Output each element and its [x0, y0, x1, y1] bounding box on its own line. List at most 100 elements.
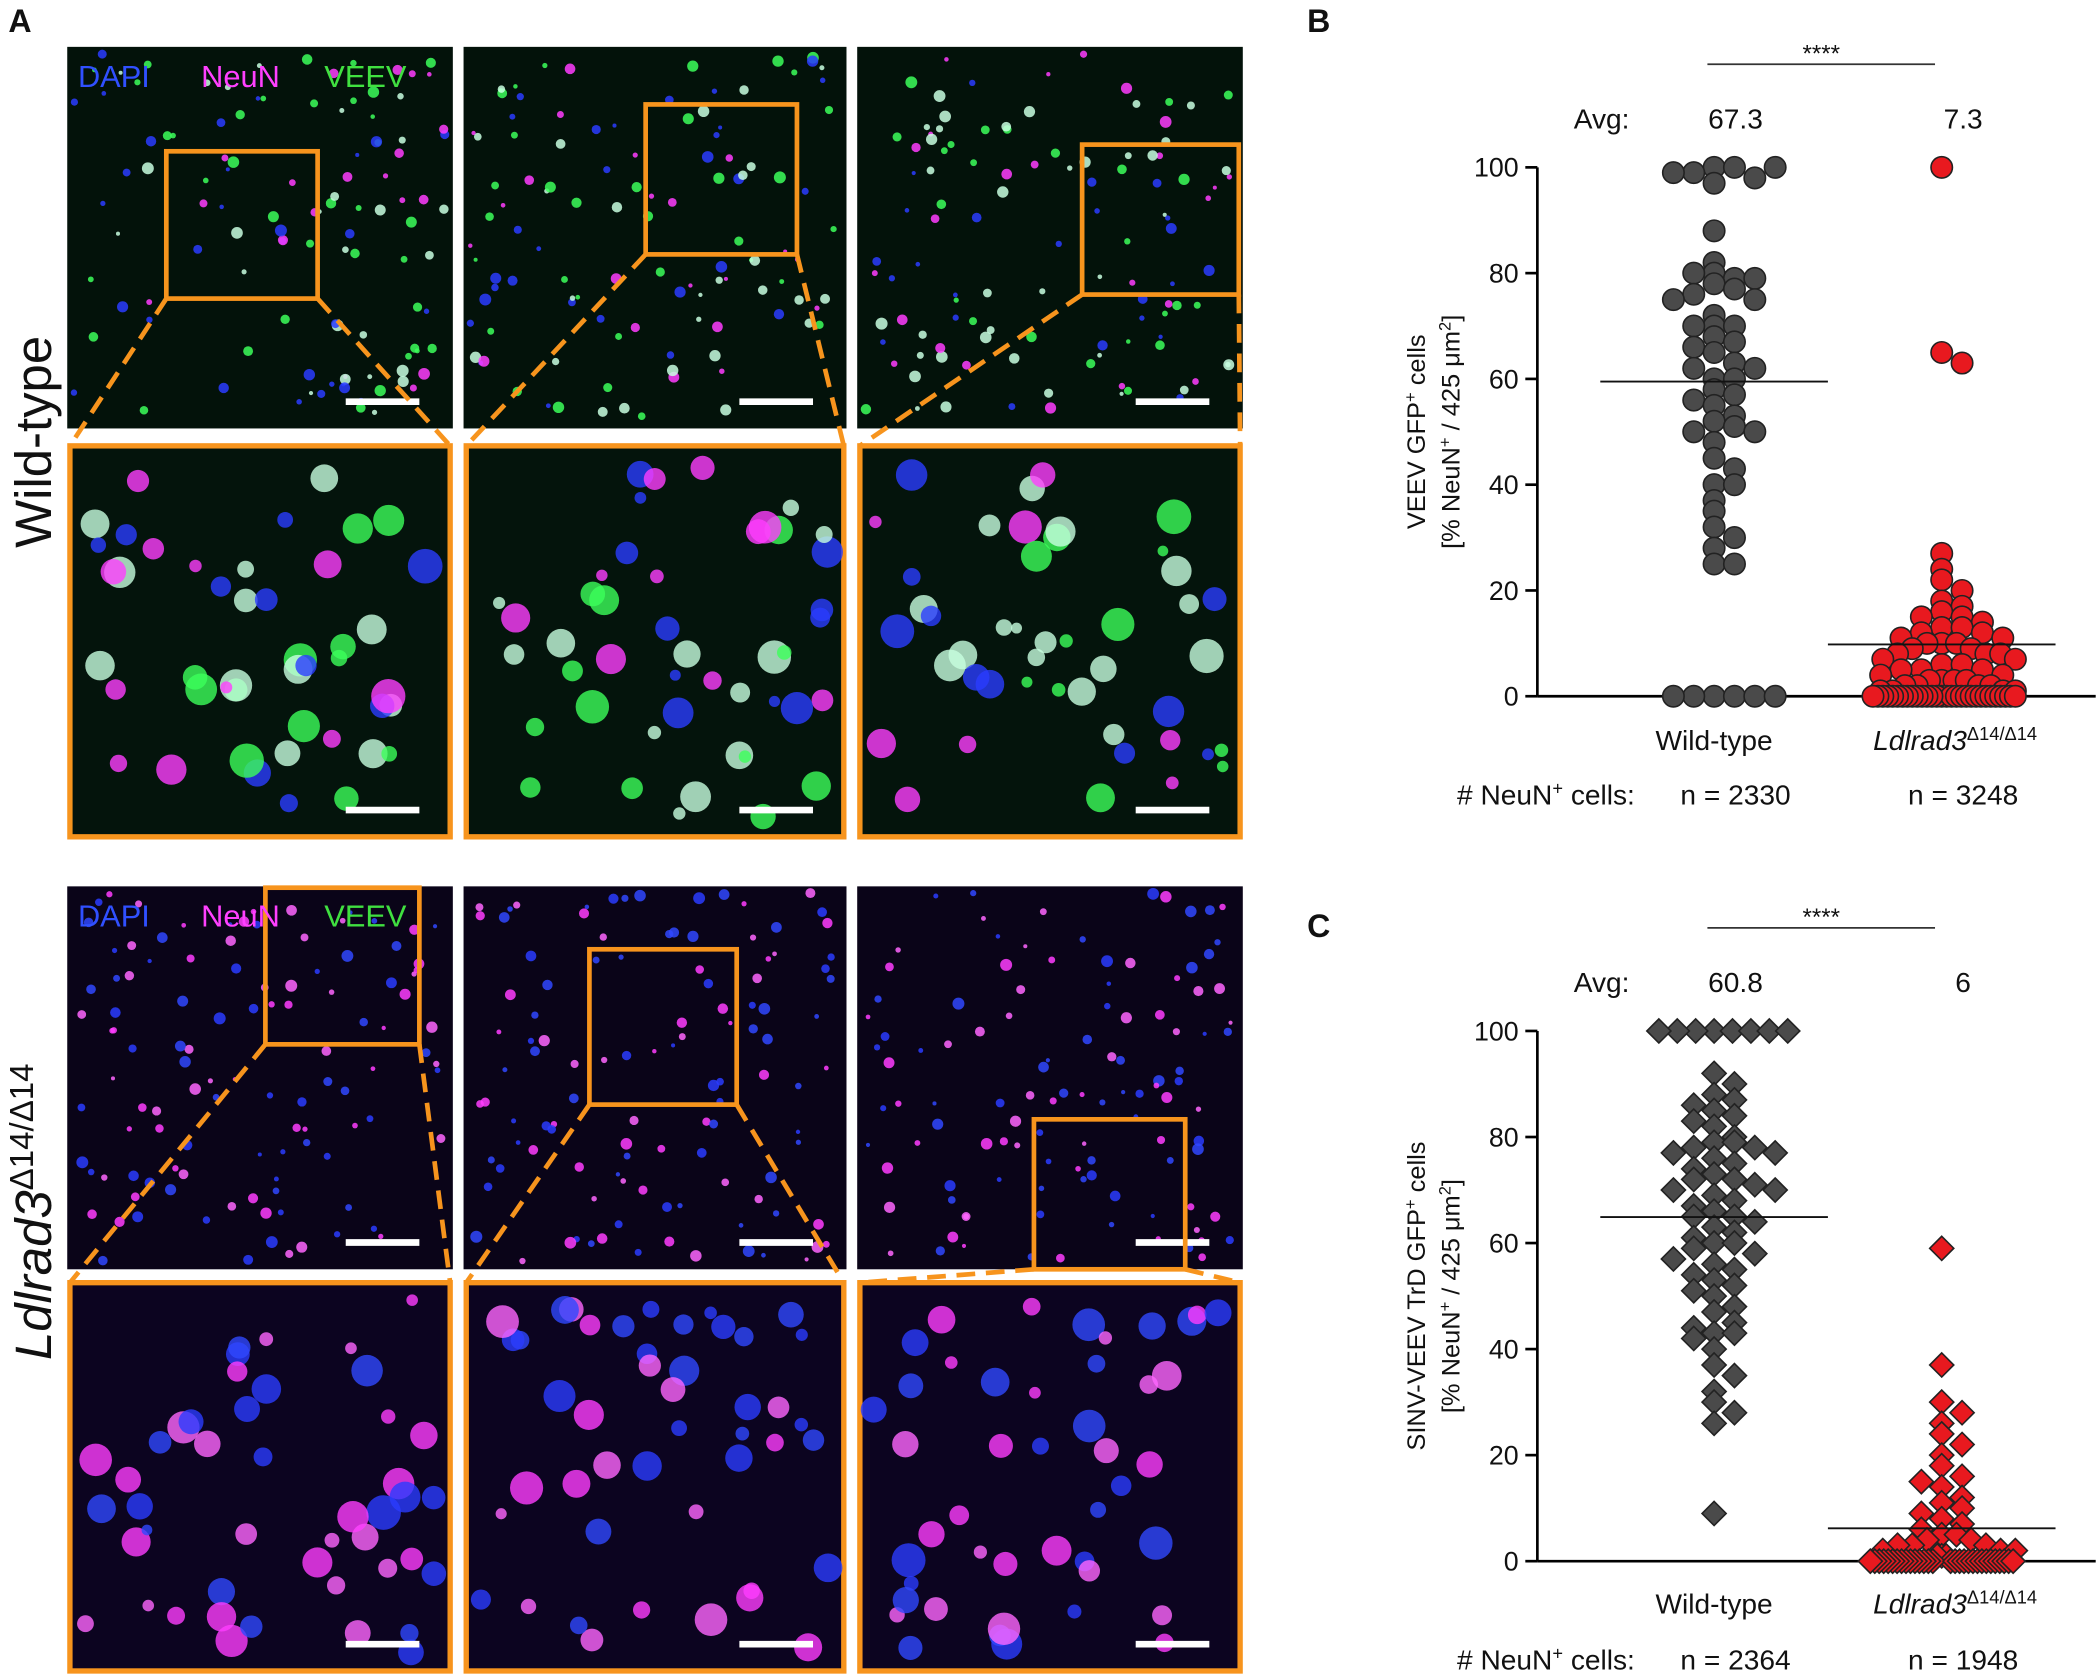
cell [1193, 301, 1201, 309]
cell [400, 1547, 424, 1571]
cell [599, 933, 607, 941]
zoom-guide [858, 292, 1084, 448]
cell [673, 807, 686, 820]
y-tick-label: 60 [1489, 364, 1519, 394]
cell [866, 728, 896, 759]
cell [1193, 1135, 1205, 1147]
data-group [1661, 155, 1787, 708]
y-axis-label: [% NeuN+ / 425 μm2] [1435, 1179, 1465, 1413]
cell [85, 650, 115, 681]
zoom-guide [315, 297, 452, 448]
cell [619, 402, 630, 414]
cell [303, 369, 316, 381]
cell [802, 1429, 825, 1451]
cell [400, 1623, 419, 1643]
cell [141, 162, 154, 175]
cell [495, 1164, 505, 1173]
stain-label-part: DAPI [78, 899, 150, 934]
cell [314, 968, 320, 974]
cell [355, 152, 360, 158]
data-point [1761, 1176, 1789, 1204]
cell [1001, 121, 1012, 132]
cell [612, 123, 617, 128]
cell [237, 560, 255, 578]
data-point [1722, 155, 1746, 179]
cell [115, 1466, 142, 1493]
cell [296, 1241, 308, 1253]
cell [530, 1046, 540, 1057]
data-point [1682, 261, 1706, 285]
cell [1214, 939, 1221, 946]
cell [1124, 152, 1132, 160]
micrograph [463, 46, 847, 429]
cell [969, 317, 978, 326]
cell [358, 739, 388, 769]
cell [105, 679, 126, 700]
cell [911, 142, 921, 153]
cell [427, 72, 432, 77]
cell [310, 464, 339, 493]
cell [520, 1598, 537, 1615]
cell [432, 924, 438, 929]
cell [821, 964, 830, 973]
cell [1087, 177, 1097, 187]
cell [1038, 1061, 1049, 1073]
cell [579, 1314, 601, 1336]
cell [1107, 1052, 1117, 1062]
cell [713, 172, 725, 184]
row-label: Ldlrad3Δ14/Δ14 [4, 1063, 63, 1360]
cell [542, 62, 548, 69]
data-point [1661, 161, 1685, 185]
cell [988, 1433, 1013, 1458]
cell [1156, 499, 1192, 535]
cell [612, 1315, 635, 1338]
cell [468, 243, 473, 248]
cell [794, 1417, 809, 1432]
cell [1156, 152, 1164, 160]
data-point [1928, 1351, 1955, 1379]
cell [370, 136, 383, 148]
cell [476, 1100, 484, 1108]
cell [980, 1137, 993, 1150]
data-point [1680, 1325, 1707, 1352]
cell [632, 152, 638, 158]
avg-label-part: Avg: [1574, 967, 1630, 998]
cell [564, 1236, 577, 1249]
cell [98, 1255, 108, 1266]
cell [344, 1620, 371, 1646]
avg-value: 6 [1955, 967, 1971, 998]
data-point [1719, 1017, 1746, 1045]
cell [101, 91, 107, 96]
n-label: n = 3248 [1908, 780, 2018, 811]
cell [350, 248, 360, 259]
cell [725, 1444, 753, 1472]
cell [748, 510, 782, 544]
cell [421, 1048, 431, 1058]
cell [817, 907, 827, 917]
cell [524, 175, 535, 185]
y-axis-label: [% NeuN+ / 425 μm2] [1435, 315, 1465, 549]
cell [655, 616, 680, 641]
cell [1021, 676, 1033, 688]
y-axis-label-part: ] [1438, 1179, 1466, 1186]
y-tick-label: 20 [1489, 576, 1519, 606]
cell [1221, 166, 1231, 176]
cell [804, 1257, 809, 1262]
row-label: Wild-type [5, 336, 62, 548]
cell [405, 216, 417, 228]
cell [513, 84, 518, 89]
cell [614, 1220, 623, 1229]
cell [409, 924, 420, 935]
y-axis-label-part: SINV-VEEV TrD GFP [1403, 1209, 1431, 1451]
data-point [1741, 1240, 1768, 1267]
zoom-guide [734, 1103, 846, 1284]
cell [1067, 1604, 1082, 1619]
cell [888, 275, 896, 282]
y-tick-label: 60 [1489, 1228, 1519, 1258]
cell [979, 331, 992, 344]
cell [1120, 82, 1133, 94]
cell [1044, 402, 1057, 414]
cell [178, 1169, 189, 1180]
cell [620, 1137, 633, 1150]
cell [329, 68, 339, 79]
